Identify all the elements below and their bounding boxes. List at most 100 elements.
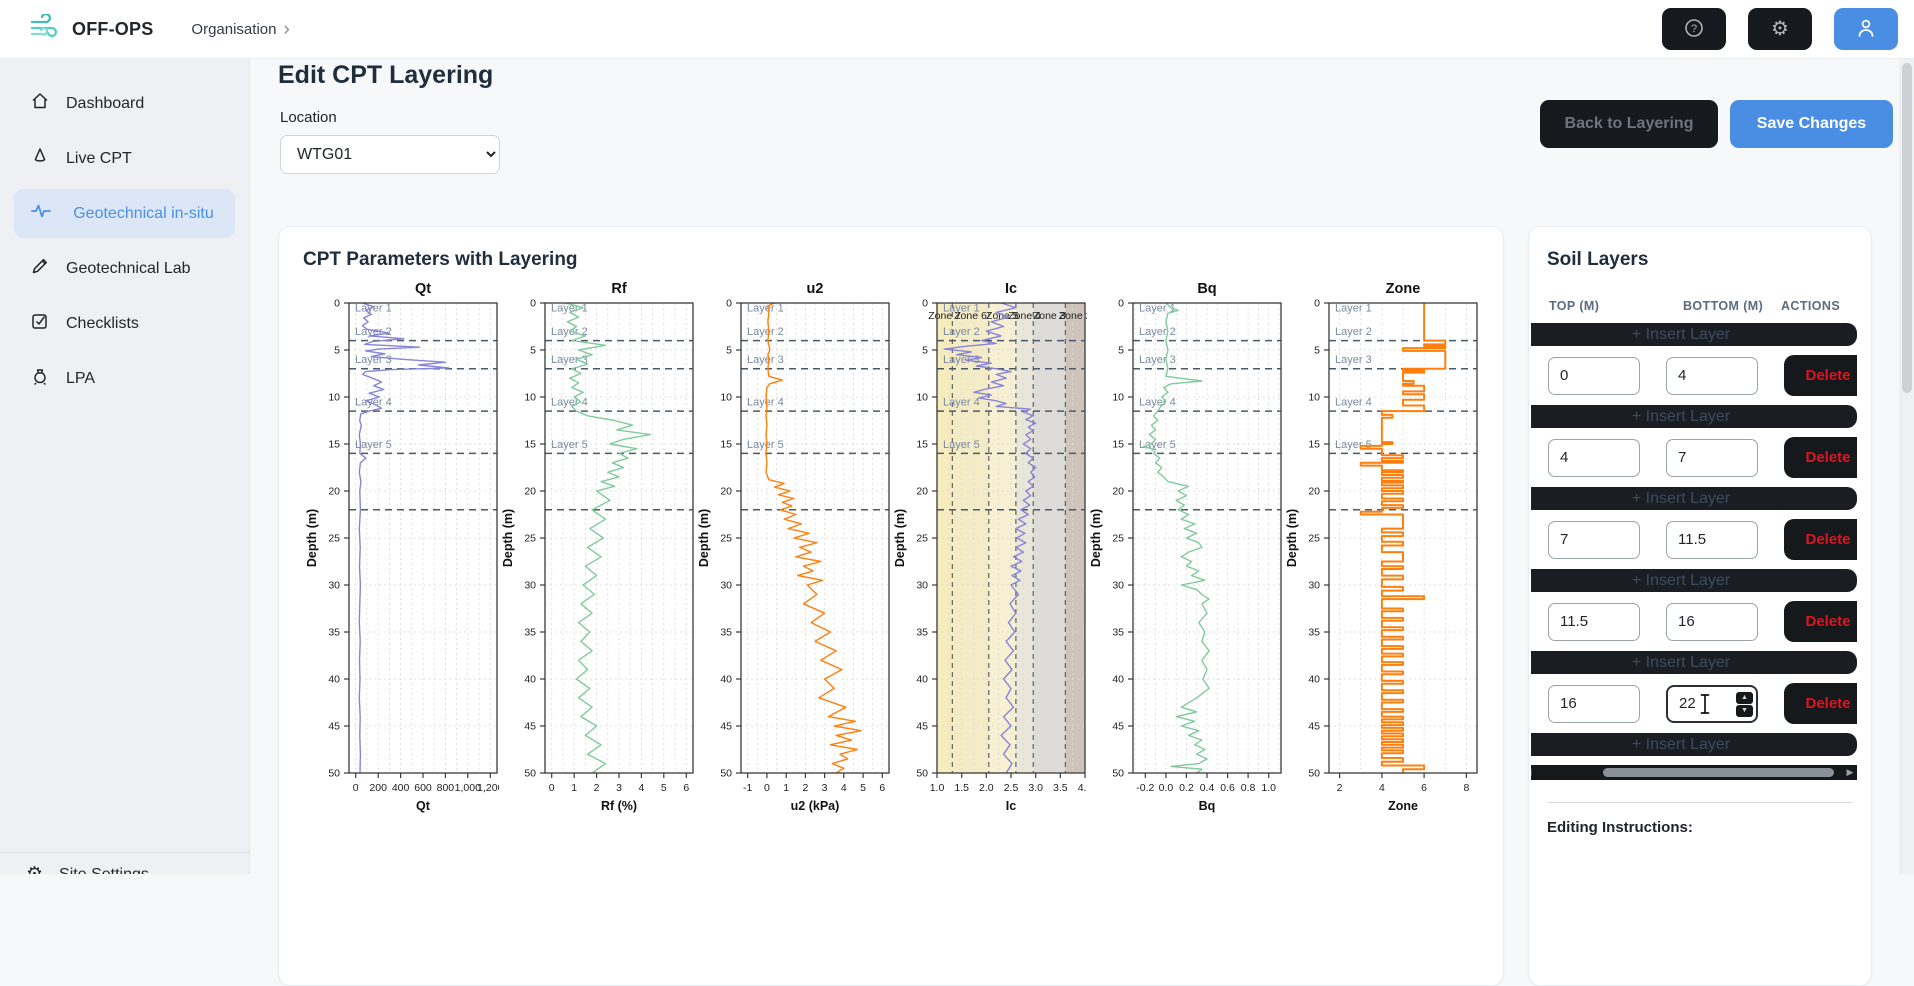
svg-text:5: 5: [661, 782, 667, 794]
soil-table-header: TOP (M) BOTTOM (M) ACTIONS: [1547, 299, 1853, 323]
save-changes-button[interactable]: Save Changes: [1730, 100, 1893, 148]
layer-top-input[interactable]: [1548, 602, 1640, 641]
scroll-right-icon[interactable]: ▶: [1846, 767, 1854, 777]
svg-text:Qt: Qt: [416, 799, 431, 813]
sidebar-item-geotechnical-lab[interactable]: Geotechnical Lab: [14, 244, 235, 293]
svg-text:2: 2: [594, 782, 600, 794]
svg-text:50: 50: [328, 768, 340, 780]
svg-text:35: 35: [1112, 627, 1124, 639]
help-icon: ?: [1683, 17, 1705, 42]
layer-top-input[interactable]: [1548, 438, 1640, 477]
sidebar-item-live-cpt[interactable]: Live CPT: [14, 134, 235, 183]
svg-text:Zone 4: Zone 4: [1008, 310, 1041, 322]
svg-text:Depth (m): Depth (m): [1285, 509, 1299, 567]
layer-bottom-input[interactable]: [1666, 356, 1758, 395]
breadcrumb-organisation[interactable]: Organisation: [191, 20, 277, 38]
svg-text:3: 3: [822, 782, 828, 794]
delete-layer-button[interactable]: Delete: [1784, 437, 1857, 478]
svg-text:5: 5: [530, 345, 536, 357]
sidebar-item-lpa[interactable]: LPA: [14, 354, 235, 403]
svg-text:Layer 1: Layer 1: [355, 303, 392, 315]
sidebar-item-checklists[interactable]: Checklists: [14, 299, 235, 348]
delete-layer-button[interactable]: Delete: [1784, 683, 1857, 724]
insert-layer-button[interactable]: + Insert Layer: [1531, 569, 1857, 592]
soil-panel-title: Soil Layers: [1547, 249, 1649, 270]
help-button[interactable]: ?: [1662, 8, 1726, 50]
page-scrollbar[interactable]: [1899, 59, 1914, 874]
svg-text:1.5: 1.5: [954, 782, 969, 794]
page-title: Edit CPT Layering: [278, 61, 494, 89]
column-top: TOP (M): [1549, 299, 1600, 313]
horizontal-scrollbar[interactable]: ◀▶: [1531, 765, 1857, 780]
delete-layer-button[interactable]: Delete: [1784, 601, 1857, 642]
scroll-left-icon[interactable]: ◀: [1531, 767, 1535, 778]
location-select[interactable]: WTG01: [280, 135, 500, 174]
page-scrollbar-thumb[interactable]: [1901, 63, 1912, 393]
sidebar-item-label: Dashboard: [66, 94, 145, 112]
svg-text:20: 20: [524, 486, 536, 498]
layer-bottom-input[interactable]: [1666, 438, 1758, 477]
sidebar-item-label: LPA: [66, 369, 96, 387]
user-button[interactable]: [1834, 8, 1898, 50]
svg-text:40: 40: [720, 674, 732, 686]
svg-text:5: 5: [726, 345, 732, 357]
delete-layer-button[interactable]: Delete: [1784, 519, 1857, 560]
column-bottom: BOTTOM (M): [1683, 299, 1764, 313]
brand-name: OFF-OPS: [72, 18, 154, 39]
settings-button[interactable]: ⚙: [1748, 8, 1812, 50]
svg-text:5: 5: [922, 345, 928, 357]
layer-top-input[interactable]: [1548, 520, 1640, 559]
chart-u2: Layer 1 Layer 2 Layer 3 Layer 4 Layer 5 0 5 10 1…: [695, 277, 891, 820]
svg-text:20: 20: [916, 486, 928, 498]
layer-top-input[interactable]: [1548, 356, 1640, 395]
sidebar-item-geotechnical-in-situ[interactable]: Geotechnical in-situ: [14, 189, 235, 238]
back-to-layering-button[interactable]: Back to Layering: [1540, 100, 1718, 148]
svg-text:15: 15: [720, 439, 732, 451]
svg-text:20: 20: [1308, 486, 1320, 498]
svg-text:5: 5: [1314, 345, 1320, 357]
svg-text:4: 4: [638, 782, 644, 794]
brand[interactable]: OFF-OPS: [30, 12, 154, 45]
check-square-icon: [30, 311, 50, 336]
scrollbar-thumb[interactable]: [1602, 768, 1834, 777]
svg-text:0: 0: [1118, 298, 1124, 310]
svg-text:Bq: Bq: [1199, 799, 1216, 813]
main-content: Edit CPT Layering Location WTG01 Back to…: [250, 59, 1914, 986]
svg-text:2: 2: [802, 782, 808, 794]
svg-text:50: 50: [720, 768, 732, 780]
svg-text:0: 0: [764, 782, 770, 794]
spinner-down-icon[interactable]: ▼: [1736, 704, 1753, 717]
svg-text:Layer 1: Layer 1: [1335, 303, 1372, 315]
svg-text:25: 25: [916, 533, 928, 545]
svg-text:0.6: 0.6: [1220, 782, 1235, 794]
svg-text:30: 30: [328, 580, 340, 592]
sidebar: Dashboard Live CPT Geotechnical in-situ Geo…: [0, 59, 250, 874]
svg-text:30: 30: [1112, 580, 1124, 592]
svg-text:8: 8: [1463, 782, 1469, 794]
cpt-chart-card: CPT Parameters with Layering Layer 1 Laye…: [278, 226, 1504, 986]
layer-bottom-input[interactable]: [1666, 520, 1758, 559]
insert-layer-button[interactable]: + Insert Layer: [1531, 323, 1857, 346]
insert-layer-button[interactable]: + Insert Layer: [1531, 733, 1857, 756]
layer-top-input[interactable]: [1548, 684, 1640, 723]
soil-rows-scroll-area: + Insert Layer Delete + Insert Layer Delete…: [1531, 323, 1857, 780]
svg-text:20: 20: [328, 486, 340, 498]
scrollbar-track[interactable]: [1535, 768, 1843, 777]
svg-text:Zone 3: Zone 3: [1033, 310, 1066, 322]
svg-text:3.0: 3.0: [1028, 782, 1043, 794]
delete-layer-button[interactable]: Delete: [1784, 355, 1857, 396]
soil-layer-row: Delete: [1531, 437, 1857, 478]
spinner-up-icon[interactable]: ▲: [1736, 691, 1753, 704]
sidebar-item-dashboard[interactable]: Dashboard: [14, 79, 235, 128]
soil-layer-row: Delete: [1531, 601, 1857, 642]
cone-icon: [30, 146, 50, 171]
svg-text:50: 50: [524, 768, 536, 780]
svg-text:45: 45: [1308, 721, 1320, 733]
insert-layer-button[interactable]: + Insert Layer: [1531, 651, 1857, 674]
chart-zone: Layer 1 Layer 2 Layer 3 Layer 4 Layer 5 0 5 10 1…: [1283, 277, 1479, 820]
insert-layer-button[interactable]: + Insert Layer: [1531, 405, 1857, 428]
sidebar-item-site-settings[interactable]: ⚙ Site Settings: [0, 852, 249, 874]
layer-bottom-input[interactable]: [1666, 602, 1758, 641]
insert-layer-button[interactable]: + Insert Layer: [1531, 487, 1857, 510]
